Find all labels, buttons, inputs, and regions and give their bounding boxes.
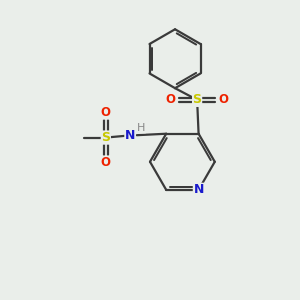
Text: O: O bbox=[166, 93, 176, 106]
Text: O: O bbox=[219, 93, 229, 106]
Text: S: S bbox=[193, 93, 202, 106]
Text: N: N bbox=[194, 183, 204, 196]
Text: S: S bbox=[101, 131, 110, 144]
Text: N: N bbox=[125, 129, 135, 142]
Text: H: H bbox=[137, 123, 146, 133]
Text: O: O bbox=[101, 156, 111, 169]
Text: O: O bbox=[101, 106, 111, 119]
